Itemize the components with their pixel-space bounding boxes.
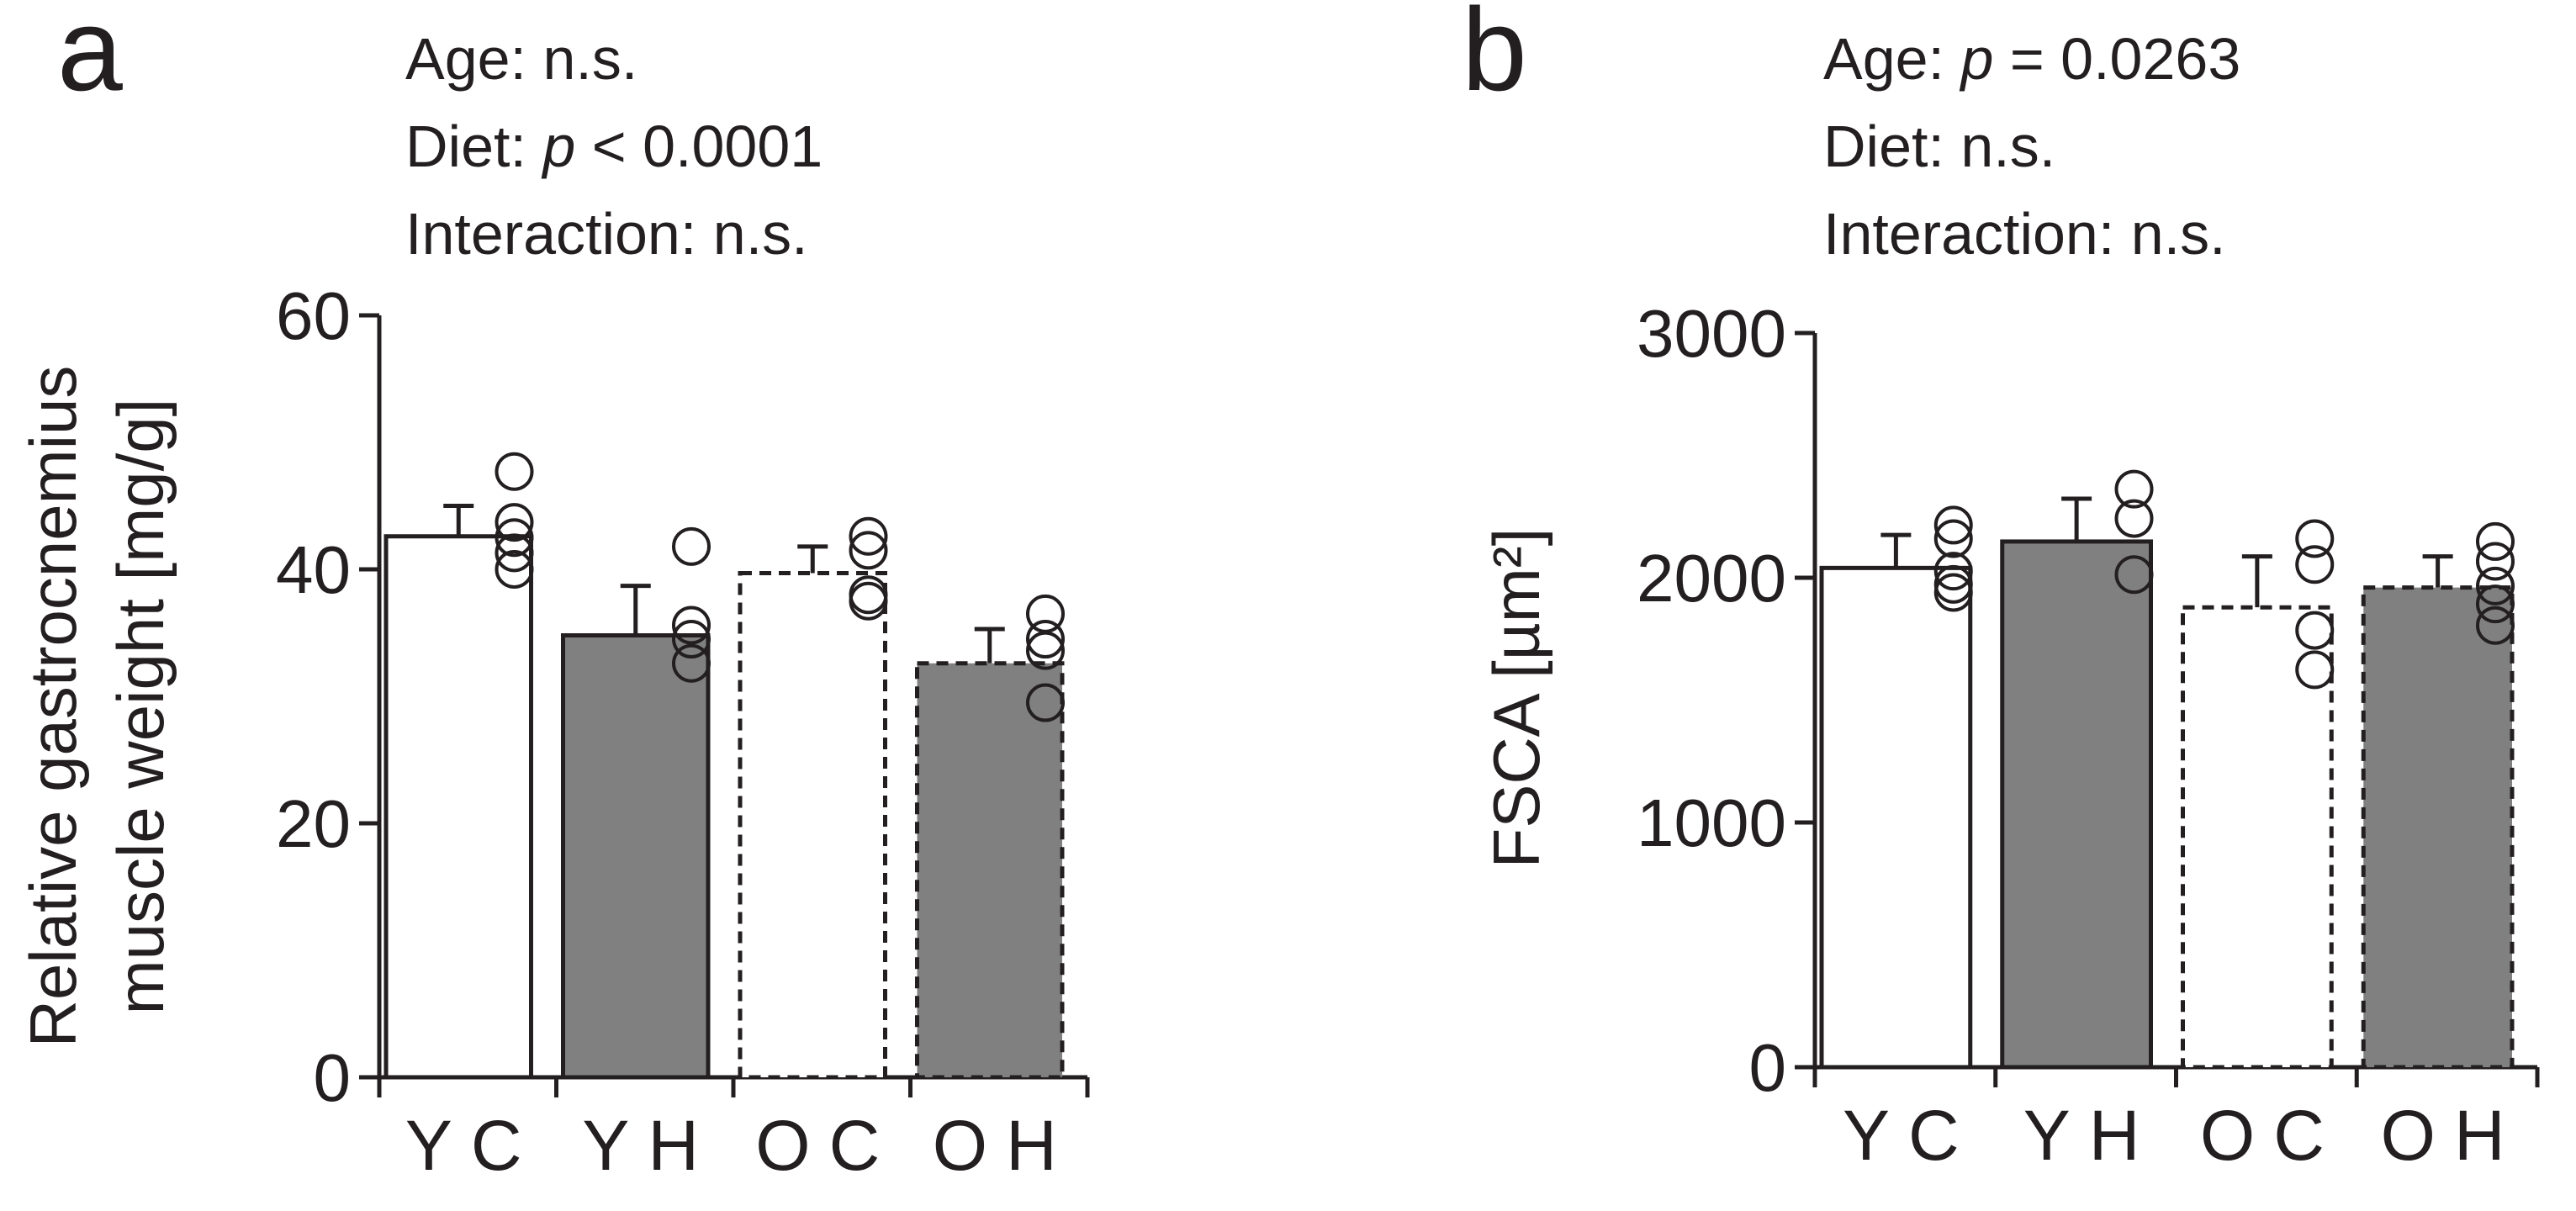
data-point bbox=[2295, 611, 2335, 650]
data-point bbox=[849, 531, 888, 570]
panel-label: a bbox=[57, 0, 123, 115]
data-point bbox=[2114, 555, 2154, 595]
y-axis-label: FSCA [µm²] bbox=[1479, 528, 1553, 869]
bar bbox=[738, 571, 887, 1080]
annotation-part: Age: n.s. bbox=[405, 26, 637, 92]
data-point bbox=[849, 516, 888, 556]
data-point bbox=[495, 503, 534, 542]
bar bbox=[1819, 565, 1973, 1070]
data-point bbox=[1933, 519, 1973, 558]
y-axis-label: Relative gastrocnemius muscle weight [mg/… bbox=[16, 366, 177, 1048]
data-point bbox=[2295, 545, 2335, 584]
y-tick-label: 40 bbox=[276, 532, 351, 607]
y-tick-label: 0 bbox=[1749, 1030, 1787, 1105]
data-point bbox=[2476, 584, 2515, 624]
data-point bbox=[849, 581, 888, 621]
bar bbox=[561, 633, 711, 1080]
annotation: Diet: n.s. bbox=[1823, 114, 2055, 179]
annotation-part: Age: bbox=[1823, 26, 1960, 92]
annotation: Diet: p < 0.0001 bbox=[405, 114, 823, 179]
data-point bbox=[672, 620, 711, 659]
bar bbox=[2000, 539, 2153, 1070]
bar bbox=[2181, 605, 2334, 1070]
annotation: Interaction: n.s. bbox=[1823, 201, 2226, 267]
x-tick-label: YC bbox=[405, 1106, 541, 1185]
x-tick-label: OC bbox=[2200, 1096, 2343, 1175]
y-tick-label: 60 bbox=[276, 278, 351, 353]
annotation-part: < 0.0001 bbox=[575, 114, 823, 179]
data-point bbox=[1933, 564, 1973, 604]
annotation: Age: n.s. bbox=[405, 26, 637, 92]
annotation-part: p bbox=[1959, 26, 1993, 92]
data-point bbox=[495, 452, 534, 491]
y-tick-label: 20 bbox=[276, 786, 351, 861]
annotation: Age: p = 0.0263 bbox=[1823, 26, 2240, 92]
data-point bbox=[1026, 683, 1065, 722]
data-point bbox=[1933, 573, 1973, 612]
data-point bbox=[2476, 606, 2515, 645]
y-tick-label: 1000 bbox=[1637, 785, 1786, 860]
annotation-part: p bbox=[541, 114, 575, 179]
data-point bbox=[2295, 650, 2335, 690]
x-tick-label: YH bbox=[2023, 1096, 2159, 1175]
data-point bbox=[672, 606, 711, 645]
data-point bbox=[672, 526, 711, 566]
data-point bbox=[1026, 631, 1065, 670]
annotation-part: Interaction: n.s. bbox=[405, 201, 808, 267]
annotation-part: Interaction: n.s. bbox=[1823, 201, 2226, 267]
annotation-part: Diet: bbox=[405, 114, 542, 179]
data-point bbox=[1026, 620, 1065, 659]
data-point bbox=[672, 643, 711, 683]
x-tick-label: OC bbox=[755, 1106, 898, 1185]
data-point bbox=[2476, 566, 2515, 606]
x-tick-label: YH bbox=[582, 1106, 717, 1185]
panel-label: b bbox=[1462, 0, 1527, 115]
x-tick-label: YC bbox=[1843, 1096, 1978, 1175]
y-axis-label-line: FSCA [µm²] bbox=[1479, 528, 1553, 869]
bar bbox=[383, 534, 533, 1080]
y-tick-label: 2000 bbox=[1637, 541, 1786, 616]
data-point bbox=[2476, 542, 2515, 581]
y-axis-label-line: Relative gastrocnemius bbox=[16, 366, 90, 1048]
data-point bbox=[495, 518, 534, 558]
x-tick-label: OH bbox=[2381, 1096, 2524, 1175]
bar bbox=[915, 661, 1065, 1080]
y-axis-label-line: muscle weight [mg/g] bbox=[103, 399, 177, 1015]
data-point bbox=[495, 550, 534, 589]
data-point bbox=[2114, 469, 2154, 509]
annotation-part: Diet: n.s. bbox=[1823, 114, 2055, 179]
data-point bbox=[2476, 521, 2515, 561]
data-point bbox=[2295, 519, 2335, 558]
data-point bbox=[495, 533, 534, 573]
annotation: Interaction: n.s. bbox=[405, 201, 808, 267]
bar bbox=[2361, 585, 2515, 1070]
x-tick-label: OH bbox=[933, 1106, 1076, 1185]
data-point bbox=[2114, 499, 2154, 538]
annotation-part: = 0.0263 bbox=[1993, 26, 2240, 92]
y-tick-label: 3000 bbox=[1637, 296, 1786, 371]
y-tick-label: 0 bbox=[314, 1040, 352, 1115]
data-point bbox=[1933, 552, 1973, 591]
data-point bbox=[1933, 505, 1973, 545]
